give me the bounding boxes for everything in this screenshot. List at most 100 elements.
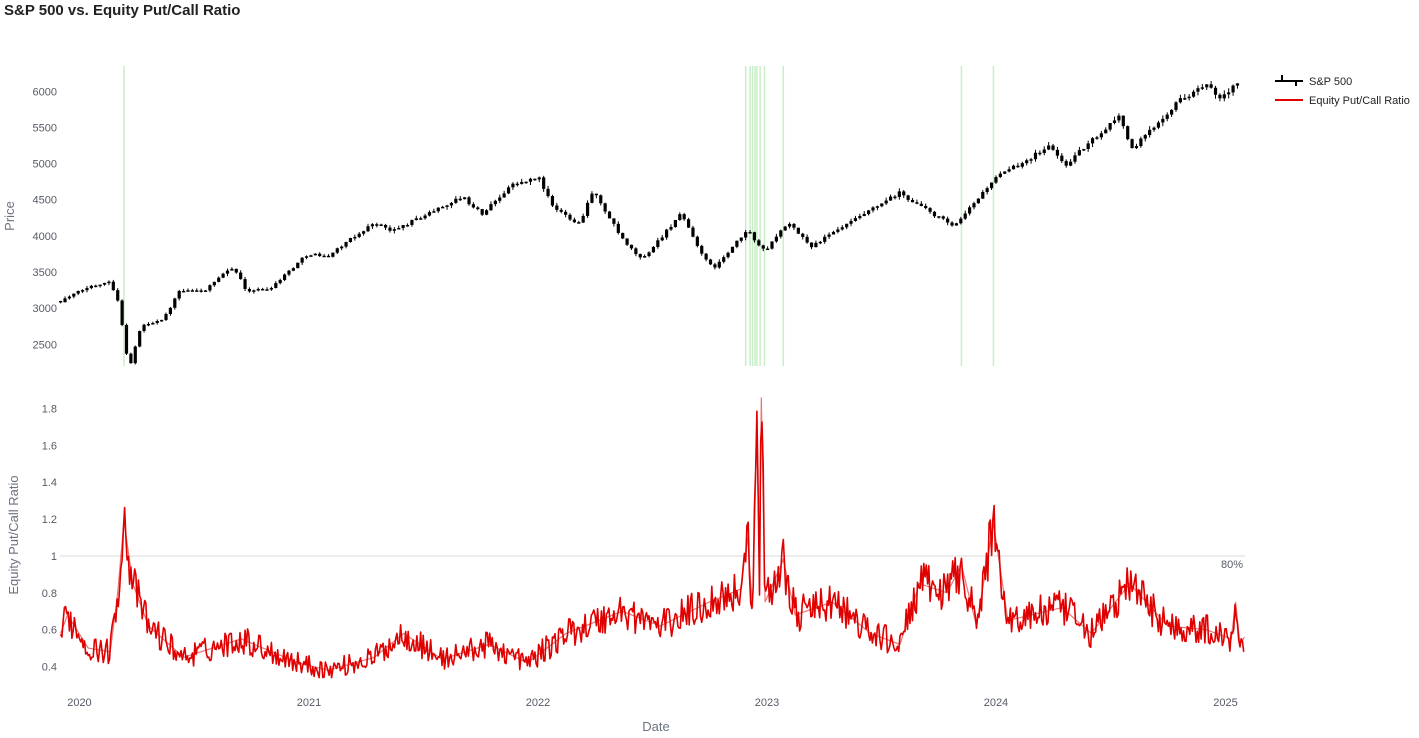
candle — [217, 276, 221, 283]
candle — [146, 322, 151, 327]
candle — [897, 188, 901, 200]
candle — [524, 181, 528, 184]
candle — [212, 281, 216, 287]
candle — [1227, 88, 1231, 99]
candle — [954, 222, 959, 226]
candle — [511, 182, 515, 190]
candle — [375, 222, 379, 228]
candle — [1213, 85, 1218, 99]
candle — [405, 223, 410, 227]
candle — [682, 212, 686, 221]
x-tick-label: 2020 — [67, 697, 91, 709]
price-tick-label: 2500 — [33, 339, 57, 351]
candle — [1055, 146, 1060, 159]
candle — [1099, 131, 1103, 140]
ratio-tick-label: 1.6 — [42, 440, 57, 452]
candle — [366, 223, 370, 233]
candle — [678, 212, 682, 221]
candle — [564, 209, 568, 218]
candle — [981, 190, 985, 200]
candle — [138, 330, 142, 348]
candle — [309, 254, 313, 257]
candle — [423, 213, 427, 220]
candle — [397, 225, 401, 230]
candle — [1191, 89, 1196, 98]
ratio-axis-title: Equity Put/Call Ratio — [6, 475, 21, 594]
price-tick-label: 3000 — [33, 303, 57, 315]
candle — [1042, 146, 1046, 156]
candle — [1104, 127, 1108, 134]
price-axis-title: Price — [2, 201, 17, 231]
candle — [915, 199, 919, 205]
candle — [124, 323, 129, 355]
candle — [107, 280, 111, 286]
candle — [660, 234, 664, 242]
x-tick-label: 2025 — [1213, 697, 1237, 709]
legend-item-sp500[interactable]: S&P 500 — [1275, 75, 1352, 88]
candle — [1130, 138, 1134, 149]
candle — [269, 286, 274, 291]
candle — [498, 194, 502, 204]
candle — [1051, 143, 1055, 151]
candle — [946, 216, 950, 226]
candle — [665, 228, 669, 240]
candle — [853, 215, 858, 222]
candle — [748, 229, 752, 234]
candle — [686, 217, 691, 228]
candle — [976, 198, 980, 204]
candle — [998, 171, 1002, 178]
candle — [1178, 94, 1182, 104]
candle — [910, 197, 915, 203]
candle — [379, 223, 383, 226]
candle — [792, 223, 796, 230]
candle — [871, 206, 875, 213]
ratio-series — [59, 397, 1245, 679]
legend-item-ratio[interactable]: Equity Put/Call Ratio — [1275, 95, 1410, 107]
candle — [577, 220, 581, 224]
candle — [761, 244, 765, 252]
candle — [1086, 140, 1090, 152]
candle — [362, 230, 366, 236]
candle — [669, 224, 673, 231]
candle — [1231, 84, 1235, 96]
candle — [1047, 142, 1051, 151]
candle — [278, 278, 282, 285]
candle — [730, 246, 735, 253]
candle — [300, 257, 304, 266]
candle — [506, 185, 511, 195]
candle — [445, 204, 449, 210]
candle — [845, 223, 849, 230]
candle — [98, 284, 102, 288]
candle — [89, 284, 93, 290]
candle — [603, 202, 607, 214]
ratio-tick-label: 1.4 — [42, 477, 57, 489]
candle — [410, 219, 414, 227]
candle — [120, 299, 124, 327]
candle — [225, 268, 230, 277]
candle — [190, 288, 194, 292]
candle — [1218, 93, 1222, 102]
candle — [713, 262, 717, 270]
price-tick-label: 4500 — [33, 195, 57, 207]
candle — [1134, 143, 1139, 150]
candle — [199, 288, 203, 293]
candle — [1064, 159, 1068, 168]
candle — [370, 223, 375, 230]
candle — [937, 216, 941, 219]
candle — [867, 209, 871, 216]
candle — [243, 276, 247, 291]
candle — [643, 254, 647, 258]
price-axis-ticks: 2500 3000 3500 4000 4500 5000 5500 6000 — [33, 86, 57, 351]
candle — [331, 252, 335, 258]
candle — [1117, 113, 1121, 123]
candle — [414, 215, 418, 221]
candle — [546, 185, 550, 198]
candle — [493, 199, 497, 207]
candle — [783, 225, 787, 231]
x-tick-label: 2023 — [755, 697, 779, 709]
candle — [480, 208, 484, 217]
candle — [467, 196, 471, 206]
ratio-tick-label: 0.4 — [42, 662, 57, 674]
candle — [357, 232, 361, 239]
